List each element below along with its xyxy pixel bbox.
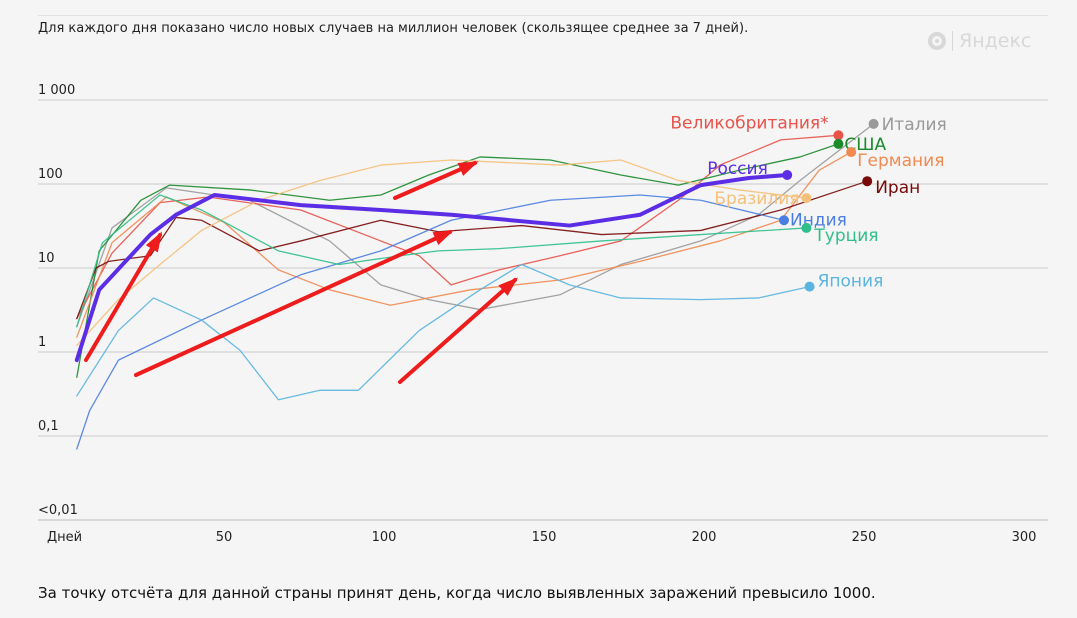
series-line-6 (76, 194, 785, 450)
series-line-8 (76, 263, 811, 401)
series-label: Германия (857, 151, 944, 171)
series-endpoint (782, 169, 793, 180)
logo-divider (952, 31, 953, 51)
y-tick-label: 100 (38, 167, 63, 182)
footnote: За точку отсчёта для данной страны приня… (38, 584, 876, 602)
series-line-9 (74, 172, 790, 363)
series-line-2 (76, 143, 840, 378)
series-endpoint (801, 193, 812, 204)
top-divider (38, 15, 1048, 16)
arrow-head-icon (498, 277, 518, 296)
x-tick-label: Дней (47, 530, 82, 545)
y-tick-label: 0,1 (38, 419, 59, 434)
series-endpoint (862, 176, 873, 187)
red-arrow (134, 230, 452, 377)
series-label: Иран (875, 178, 920, 198)
y-tick-label: <0,01 (38, 503, 78, 518)
arrow-head-icon (145, 231, 163, 253)
series-label: Великобритания* (670, 113, 828, 133)
chart-subtitle: Для каждого дня показано число новых слу… (38, 21, 749, 36)
series-line-5 (76, 159, 808, 346)
y-tick-label: 1 (38, 335, 46, 350)
arrow-head-icon (432, 230, 454, 246)
series-line-7 (76, 194, 808, 328)
series-line-4 (76, 180, 868, 320)
red-arrow (84, 233, 162, 362)
series-label: Россия (707, 159, 768, 179)
yandex-logo-icon (928, 32, 946, 50)
logo-text: Яндекс (959, 30, 1032, 52)
red-arrow (398, 278, 517, 384)
y-tick-label: 10 (38, 251, 55, 266)
x-tick-label: 250 (852, 530, 877, 545)
yandex-logo: Яндекс (928, 30, 1031, 52)
series-endpoint (868, 118, 879, 129)
series-label: Турция (813, 226, 878, 246)
series-endpoint (779, 215, 789, 226)
x-tick-label: 300 (1012, 530, 1037, 545)
x-tick-label: 50 (216, 530, 233, 545)
arrow-head-icon (457, 161, 479, 176)
series-label: Бразилия (714, 189, 799, 209)
series-endpoint (804, 281, 815, 292)
y-tick-label: 1 000 (38, 83, 75, 98)
annotation-arrows (84, 161, 518, 384)
series-endpoint (833, 138, 844, 149)
series-label: Италия (882, 115, 947, 135)
series-line-0 (76, 123, 875, 328)
series-endpoint (846, 147, 857, 158)
x-tick-label: 200 (692, 530, 717, 545)
x-tick-label: 150 (532, 530, 557, 545)
x-tick-label: 100 (372, 530, 397, 545)
series-label: Япония (818, 272, 884, 292)
series-endpoint (833, 130, 844, 141)
series-endpoint (801, 222, 812, 233)
